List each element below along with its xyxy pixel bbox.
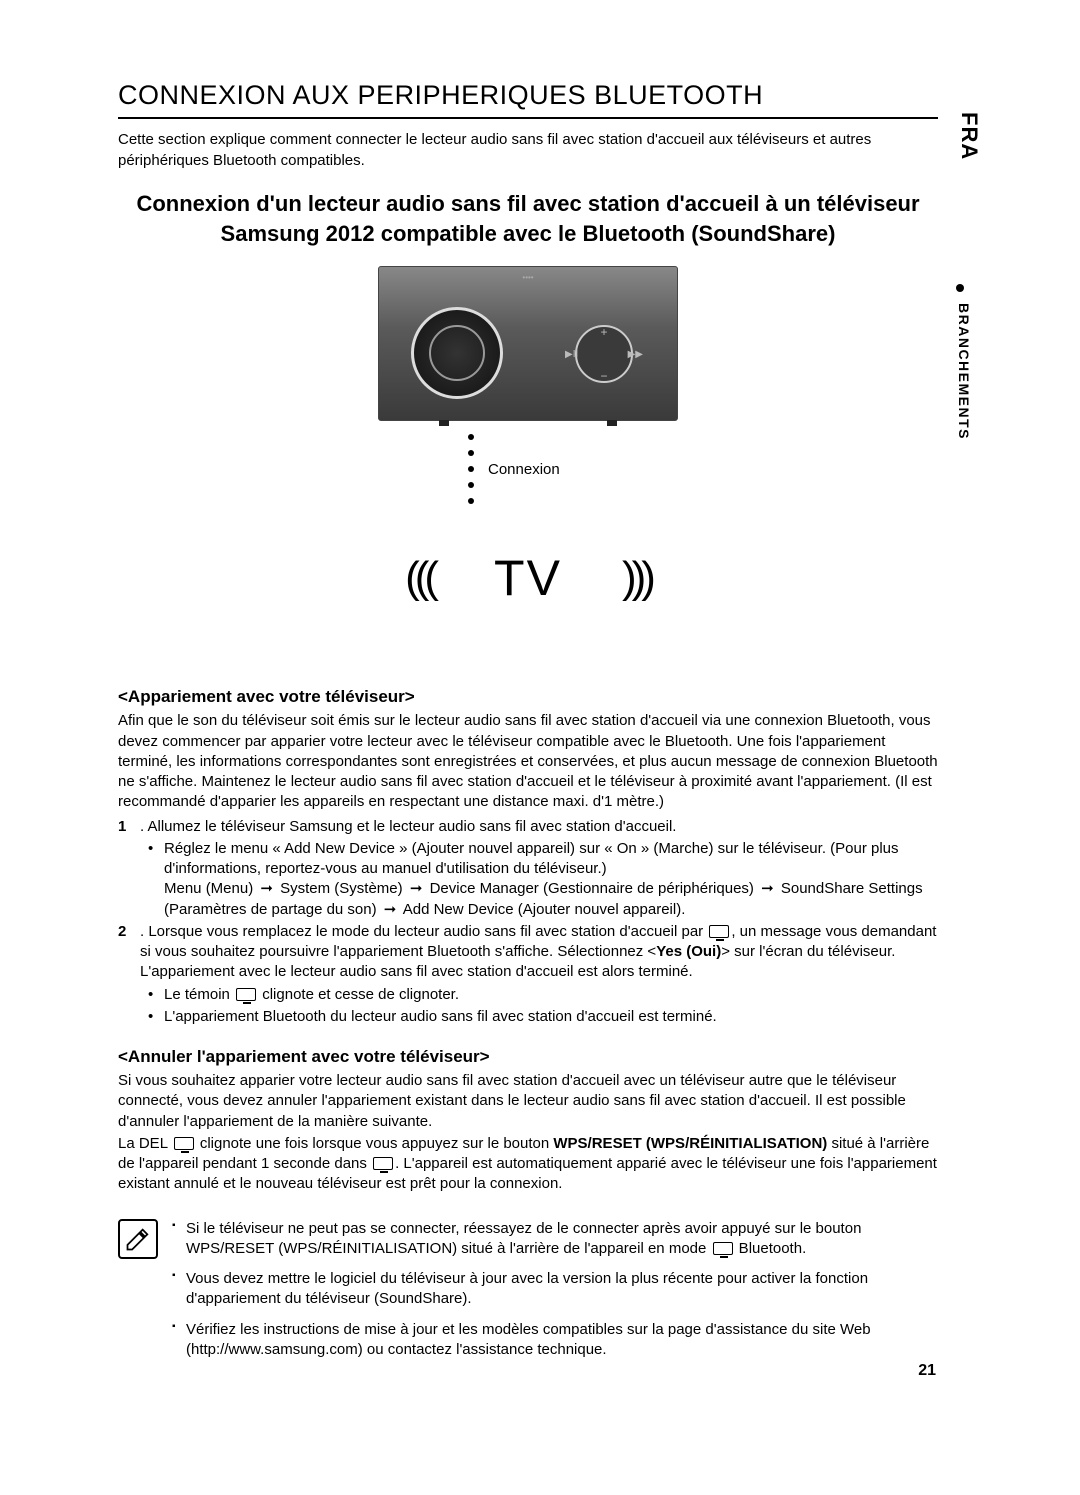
forward-icon: ▶▶ [628,349,643,360]
cancel-heading: <Annuler l'appariement avec votre télévi… [118,1047,938,1067]
connection-figure: •••• ▶II ▶▶ Connexion ((( TV ))) [118,266,938,667]
device-top-mark: •••• [379,273,677,282]
tv-block: ((( TV ))) [405,549,651,607]
section-label: BRANCHEMENTS [956,303,972,440]
step-2-text-a: . Lorsque vous remplacez le mode du lect… [140,923,707,940]
section-tab: BRANCHEMENTS [956,282,996,445]
arrow-icon: ➞ [410,879,423,899]
step-2-number: 2 [118,922,140,983]
notes-block: Si le téléviseur ne peut pas se connecte… [118,1219,938,1371]
tv-icon [713,1242,733,1255]
page-content: CONNEXION AUX PERIPHERIQUES BLUETOOTH Ce… [118,80,938,1370]
page-title: CONNEXION AUX PERIPHERIQUES BLUETOOTH [118,80,938,119]
step-2-bullet-2: • L'appariement Bluetooth du lecteur aud… [148,1007,938,1027]
connection-dots: Connexion [468,429,588,509]
pairing-paragraph: Afin que le son du téléviseur soit émis … [118,711,938,812]
language-label: FRA [956,112,982,160]
step-2-bullet-1-b: clignote et cesse de clignoter. [258,986,459,1003]
tv-label: TV [494,549,562,607]
cancel-para-2a: La DEL [118,1135,172,1152]
device-control-ring: ▶II ▶▶ [575,325,633,383]
tv-icon [709,925,729,938]
step-2-bullet-1: • Le témoin clignote et cesse de clignot… [148,985,938,1005]
audio-device-illustration: •••• ▶II ▶▶ [378,266,678,421]
step-1-bullet-1: • Réglez le menu « Add New Device » (Ajo… [148,839,938,920]
cancel-para-2: La DEL clignote une fois lorsque vous ap… [118,1134,938,1195]
tv-icon [174,1137,194,1150]
note-icon [118,1219,158,1259]
step-1-bullet-1-text: Réglez le menu « Add New Device » (Ajout… [164,840,899,877]
note-3: Vérifiez les instructions de mise à jour… [172,1320,938,1361]
tv-icon [236,988,256,1001]
menu-path-3: Device Manager (Gestionnaire de périphér… [430,880,754,897]
menu-path-1: Menu (Menu) [164,880,253,897]
note-2: Vous devez mettre le logiciel du télévis… [172,1269,938,1310]
step-1-number: 1 [118,817,140,837]
device-foot-left [439,420,449,426]
pairing-steps: 1 . Allumez le téléviseur Samsung et le … [118,817,938,1028]
cancel-para-2b: clignote une fois lorsque vous appuyez s… [196,1135,554,1152]
page-number: 21 [918,1362,936,1380]
arrow-icon: ➞ [761,879,774,899]
arrow-icon: ➞ [260,879,273,899]
pencil-icon [124,1225,152,1253]
arrow-icon: ➞ [384,900,397,920]
tv-icon [373,1157,393,1170]
note-1: Si le téléviseur ne peut pas se connecte… [172,1219,938,1260]
wps-reset-bold: WPS/RESET (WPS/RÉINITIALISATION) [553,1135,827,1152]
step-1-text: . Allumez le téléviseur Samsung et le le… [140,817,938,837]
language-tab: FRA [956,108,996,168]
pairing-heading: <Appariement avec votre téléviseur> [118,687,938,707]
step-2-bullet-1-a: Le témoin [164,986,234,1003]
intro-paragraph: Cette section explique comment connecter… [118,129,938,171]
step-1: 1 . Allumez le téléviseur Samsung et le … [118,817,938,837]
section-bullet-icon [956,284,964,292]
menu-path-2: System (Système) [280,880,403,897]
step-2: 2 . Lorsque vous remplacez le mode du le… [118,922,938,983]
connexion-label: Connexion [488,461,560,478]
cancel-para-1: Si vous souhaitez apparier votre lecteur… [118,1071,938,1132]
sub-title: Connexion d'un lecteur audio sans fil av… [118,189,938,248]
menu-path-5: Add New Device (Ajouter nouvel appareil)… [403,901,686,918]
device-dial [411,307,503,399]
device-foot-right [607,420,617,426]
play-icon: ▶II [565,349,578,360]
wave-left-icon: ((( [405,553,434,603]
step-2-bullet-2-text: L'appariement Bluetooth du lecteur audio… [164,1007,938,1027]
step-2-yes: Yes (Oui) [656,943,721,960]
note-1-b: Bluetooth. [735,1240,807,1257]
wave-right-icon: ))) [622,553,651,603]
